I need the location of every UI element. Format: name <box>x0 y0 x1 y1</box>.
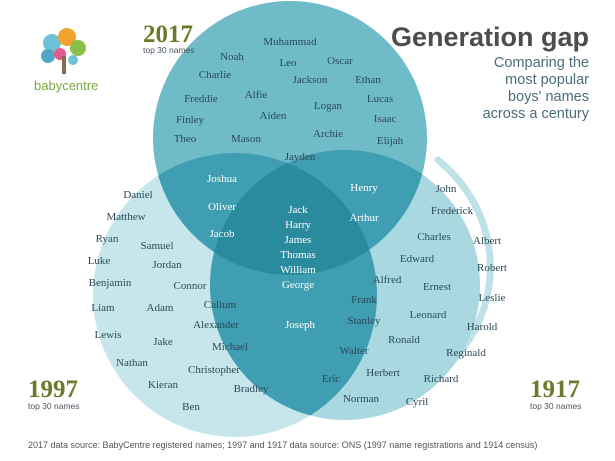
name-label: Edward <box>400 253 435 265</box>
name-label: Albert <box>473 235 501 247</box>
name-label: Cyril <box>406 396 429 408</box>
name-label: Freddie <box>184 93 218 105</box>
name-label: Lucas <box>367 93 393 105</box>
name-label: John <box>436 183 457 195</box>
name-label: Mason <box>231 133 261 145</box>
name-label: Stanley <box>348 315 381 327</box>
name-label: Harold <box>467 321 498 333</box>
name-label: Oliver <box>208 201 236 213</box>
name-label: Connor <box>174 280 207 292</box>
name-label: Elijah <box>377 135 404 147</box>
name-label: Eric <box>322 373 340 385</box>
name-label: Charlie <box>199 69 231 81</box>
overlap-all <box>210 153 377 275</box>
page-title: Generation gap <box>391 22 589 52</box>
subtitle-line: boys' names <box>508 89 589 105</box>
name-label: Jordan <box>152 259 182 271</box>
logo-leaf-icon <box>68 55 78 65</box>
name-label: Jacob <box>209 228 235 240</box>
logo-leaf-icon <box>58 28 76 46</box>
name-label: Archie <box>313 128 343 140</box>
name-label: Frederick <box>431 205 474 217</box>
name-label: Ben <box>182 401 200 413</box>
name-label: Michael <box>212 341 248 353</box>
name-label: Logan <box>314 100 343 112</box>
name-label: Isaac <box>374 113 397 125</box>
name-labels: Muhammad Noah Leo Oscar Charlie Jackson Ethan F… <box>88 36 507 413</box>
name-label: William <box>280 264 316 276</box>
name-label: Leo <box>279 57 297 69</box>
year-label-1917: 1917 <box>530 376 580 403</box>
year-sub-2017: top 30 names <box>143 45 195 55</box>
subtitle-line: Comparing the <box>494 55 589 71</box>
name-label: Robert <box>477 262 507 274</box>
name-label: Jayden <box>285 151 316 163</box>
logo-leaf-icon <box>43 34 61 52</box>
source-note: 2017 data source: BabyCentre registered … <box>28 440 537 450</box>
name-label: Jack <box>288 204 308 216</box>
name-label: Callum <box>204 299 237 311</box>
name-label: Leonard <box>410 309 447 321</box>
babycentre-logo: babycentre <box>34 28 98 93</box>
logo-leaf-icon <box>41 49 55 63</box>
name-label: Samuel <box>141 240 174 252</box>
logo-trunk-icon <box>62 56 66 74</box>
name-label: Matthew <box>106 211 145 223</box>
name-label: Liam <box>91 302 115 314</box>
subtitle-line: most popular <box>505 72 589 88</box>
name-label: Ryan <box>96 233 119 245</box>
name-label: Ethan <box>355 74 381 86</box>
name-label: Harry <box>285 219 311 231</box>
name-label: Arthur <box>349 212 379 224</box>
name-label: Aiden <box>260 110 287 122</box>
name-label: Oscar <box>327 55 353 67</box>
name-label: Henry <box>350 182 378 194</box>
name-label: Charles <box>417 231 451 243</box>
name-label: Herbert <box>366 367 400 379</box>
year-label-1997: 1997 <box>28 376 78 403</box>
name-label: Adam <box>147 302 174 314</box>
name-label: Bradley <box>234 383 269 395</box>
name-label: Reginald <box>446 347 486 359</box>
logo-leaf-icon <box>70 40 86 56</box>
name-label: Ernest <box>423 281 451 293</box>
year-sub-1917: top 30 names <box>530 401 582 411</box>
year-label-2017: 2017 <box>143 21 193 48</box>
name-label: Finley <box>176 114 205 126</box>
name-label: Theo <box>174 133 197 145</box>
name-label: Daniel <box>123 189 152 201</box>
name-label: Kieran <box>148 379 178 391</box>
name-label: Christopher <box>188 364 240 376</box>
name-label: Luke <box>88 255 111 267</box>
name-label: Benjamin <box>89 277 132 289</box>
name-label: Jake <box>153 336 173 348</box>
name-label: Ronald <box>388 334 420 346</box>
subtitle-line: across a century <box>483 106 590 122</box>
name-label: Frank <box>351 294 377 306</box>
name-label: Leslie <box>479 292 506 304</box>
name-label: Lewis <box>95 329 122 341</box>
name-label: Alfie <box>245 89 268 101</box>
name-label: Thomas <box>280 249 315 261</box>
name-label: James <box>285 234 312 246</box>
logo-text: babycentre <box>34 78 98 93</box>
name-label: Walter <box>339 345 368 357</box>
name-label: Nathan <box>116 357 148 369</box>
name-label: Noah <box>220 51 244 63</box>
name-label: Joshua <box>207 173 237 185</box>
name-label: Alfred <box>373 274 402 286</box>
name-label: Alexander <box>193 319 239 331</box>
name-label: Muhammad <box>263 36 317 48</box>
name-label: Norman <box>343 393 380 405</box>
name-label: Joseph <box>285 319 315 331</box>
year-sub-1997: top 30 names <box>28 401 80 411</box>
name-label: Jackson <box>293 74 328 86</box>
name-label: George <box>282 279 314 291</box>
name-label: Richard <box>424 373 459 385</box>
